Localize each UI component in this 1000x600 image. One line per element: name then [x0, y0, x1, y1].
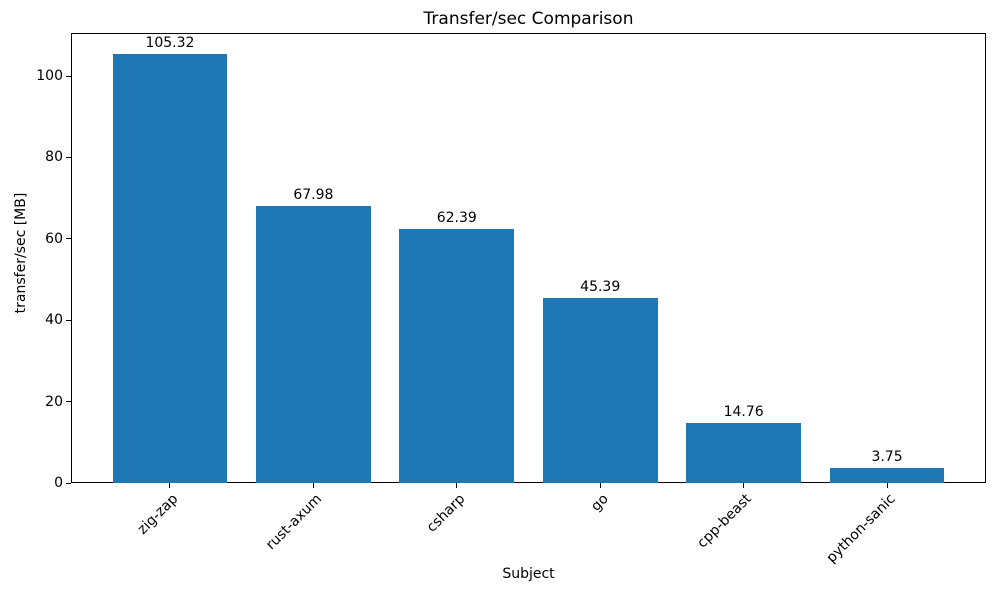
x-tick-mark	[886, 483, 888, 488]
bar-rust-axum	[256, 206, 371, 483]
x-tick-mark	[312, 483, 314, 488]
y-tick-label: 40	[45, 312, 63, 329]
x-tick-mark	[456, 483, 458, 488]
y-tick-label: 80	[45, 149, 63, 166]
x-tick-mark	[599, 483, 601, 488]
x-tick-label-go: go	[587, 491, 612, 515]
y-tick-mark	[66, 238, 71, 240]
bar-zig-zap	[112, 54, 228, 483]
bar-cpp-beast	[686, 422, 801, 483]
bar-value-label: 14.76	[723, 403, 764, 420]
y-tick-label: 60	[45, 230, 63, 247]
x-tick-label-csharp: csharp	[423, 491, 469, 536]
x-tick-mark	[169, 483, 171, 488]
x-tick-label-python-sanic: python-sanic	[823, 491, 899, 567]
bar-value-label: 105.32	[145, 35, 195, 52]
bar-python-sanic	[829, 467, 945, 483]
y-tick-mark	[66, 401, 71, 403]
bar-value-label: 45.39	[580, 279, 621, 296]
x-tick-label-cpp-beast: cpp-beast	[694, 491, 755, 552]
y-tick-mark	[66, 156, 71, 158]
x-axis-label: Subject	[502, 566, 555, 582]
bar-value-label: 3.75	[871, 448, 903, 465]
bar-go	[542, 298, 658, 483]
y-tick-mark	[66, 319, 71, 321]
bar-value-label: 62.39	[436, 210, 477, 227]
bar-csharp	[399, 229, 515, 483]
bar-value-label: 67.98	[293, 187, 334, 204]
x-tick-label-rust-axum: rust-axum	[262, 491, 325, 554]
x-tick-label-zig-zap: zig-zap	[134, 491, 182, 538]
y-tick-mark	[66, 482, 71, 484]
y-tick-label: 0	[54, 475, 63, 491]
y-tick-label: 100	[36, 68, 63, 85]
y-axis-label: transfer/sec [MB]	[13, 192, 29, 314]
y-tick-mark	[66, 75, 71, 77]
chart-title: Transfer/sec Comparison	[423, 9, 634, 29]
x-tick-mark	[743, 483, 745, 488]
plot-area	[71, 33, 986, 483]
y-tick-label: 20	[45, 393, 63, 410]
